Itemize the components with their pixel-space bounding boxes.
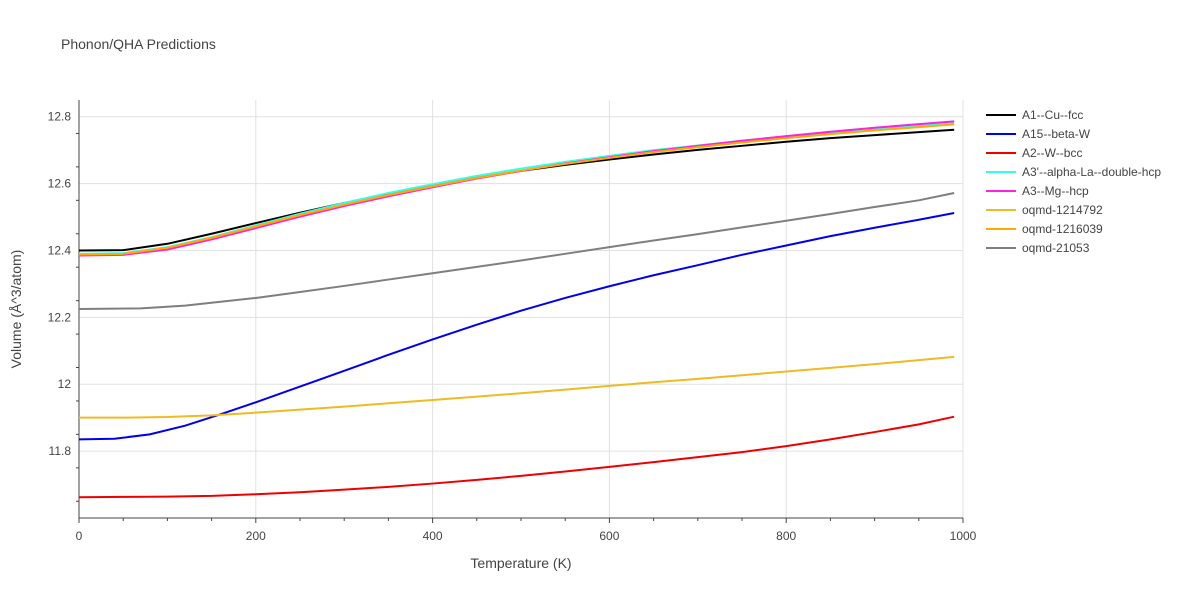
legend-label: oqmd-1216039 (1022, 222, 1103, 236)
x-tick-label: 600 (599, 529, 619, 543)
series-line (78, 123, 955, 256)
series-lines (78, 120, 955, 499)
y-ticks: 11.8 12 12.2 12.4 12.6 12.8 (48, 110, 79, 502)
chart-title: Phonon/QHA Predictions (61, 36, 216, 52)
legend-label: oqmd-1214792 (1022, 203, 1103, 217)
legend-label: A3'--alpha-La--double-hcp (1022, 165, 1161, 179)
series-line (78, 212, 955, 441)
x-axis-title: Temperature (K) (470, 555, 571, 571)
legend-label: A1--Cu--fcc (1022, 108, 1083, 122)
x-ticks: 0 200 400 600 800 1000 (76, 518, 977, 543)
series-line (78, 120, 955, 257)
x-tick-label: 400 (423, 529, 443, 543)
legend: A1--Cu--fcc A15--beta-W A2--W--bcc A3'--alp… (986, 108, 1161, 255)
legend-label: A15--beta-W (1022, 127, 1091, 141)
series-line (79, 355, 955, 419)
y-tick-label: 12.4 (48, 243, 72, 257)
series-line (78, 415, 955, 499)
series-line (78, 191, 955, 310)
y-tick-label: 12.8 (48, 110, 72, 124)
x-tick-label: 1000 (950, 529, 977, 543)
x-tick-label: 0 (76, 529, 83, 543)
y-tick-label: 12.6 (48, 177, 72, 191)
x-tick-label: 200 (246, 529, 266, 543)
y-tick-label: 11.8 (49, 444, 72, 458)
y-tick-label: 12.2 (48, 310, 72, 324)
x-tick-label: 800 (776, 529, 796, 543)
legend-label: A2--W--bcc (1022, 146, 1082, 160)
y-tick-label: 12 (58, 377, 72, 391)
legend-label: oqmd-21053 (1022, 241, 1090, 255)
y-axis-title: Volume (Å^3/atom) (8, 250, 24, 369)
grid-lines (79, 100, 964, 518)
legend-label: A3--Mg--hcp (1022, 184, 1089, 198)
series-line (78, 128, 955, 252)
